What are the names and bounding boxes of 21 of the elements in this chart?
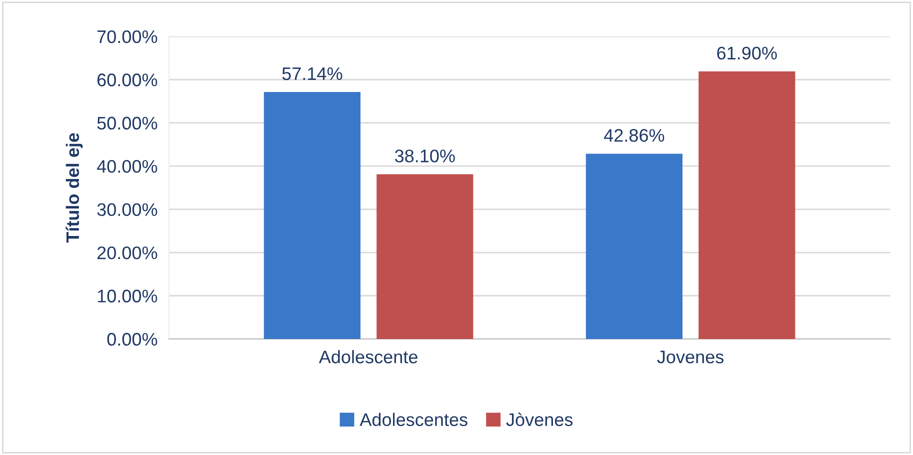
y-tick-label: 70.00% xyxy=(97,30,158,44)
y-tick-label: 30.00% xyxy=(97,203,158,216)
bar xyxy=(586,154,682,339)
y-tick-label: 50.00% xyxy=(97,116,158,130)
y-axis-title: Título del eje xyxy=(66,133,83,243)
x-tick-label: Jovenes xyxy=(657,350,724,364)
y-tick-label: 40.00% xyxy=(96,160,158,173)
y-tick-label: 60.00% xyxy=(97,74,158,86)
bar xyxy=(698,71,796,339)
data-label: 57.14% xyxy=(282,67,342,80)
legend-label: Jòvenes xyxy=(506,412,573,426)
bar xyxy=(376,174,474,339)
data-label: 38.10% xyxy=(394,150,455,162)
bar xyxy=(264,92,360,339)
x-tick-label: Adolescente xyxy=(318,350,418,364)
y-tick-label: 10.00% xyxy=(98,290,158,302)
y-tick-label: 0.00% xyxy=(107,332,158,346)
y-tick-label: 20.00% xyxy=(97,246,158,260)
legend-label: Adolescentes xyxy=(360,412,468,426)
data-label: 61.90% xyxy=(717,46,777,60)
data-label: 42.86% xyxy=(604,129,664,142)
